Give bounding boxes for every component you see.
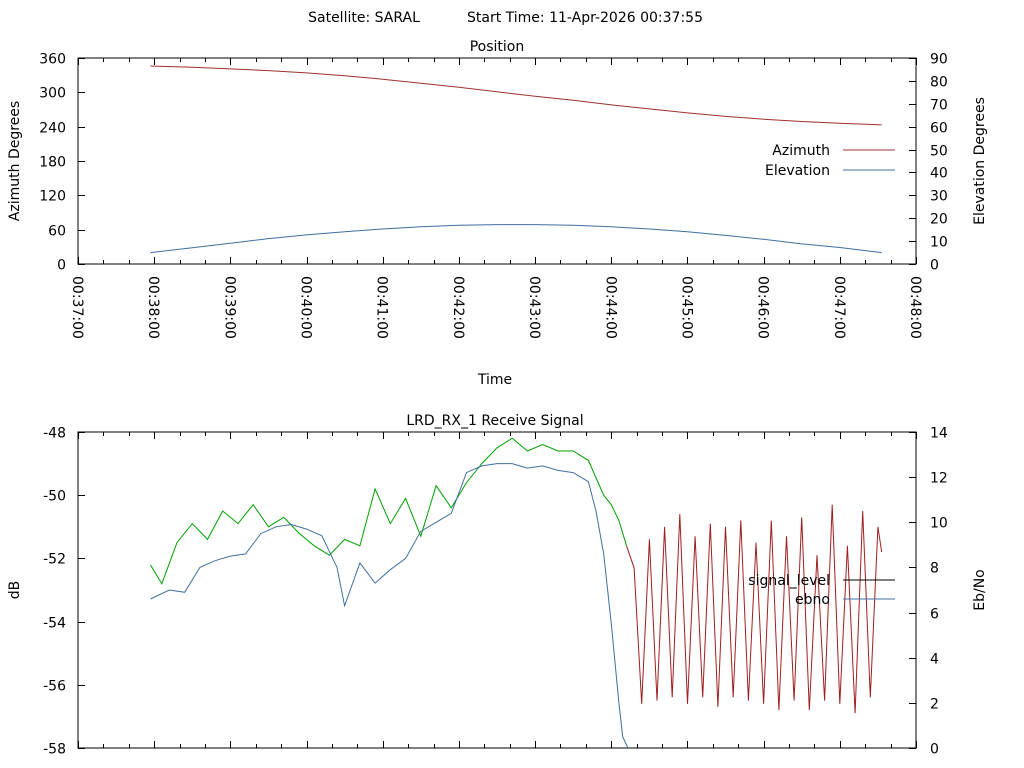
signal-legend: signal_level ebno xyxy=(748,573,895,608)
series-line-signal_level-locked xyxy=(149,437,627,585)
position-y2-tick-label: 70 xyxy=(930,98,948,114)
position-x-axis-label: Time xyxy=(477,372,512,388)
signal-y-tick-label: -58 xyxy=(43,742,66,758)
x-tick-label: 00:39:00 xyxy=(221,276,237,339)
position-y-tick-label: 300 xyxy=(39,86,66,102)
position-y-tick-label: 180 xyxy=(39,155,66,171)
position-y-tick-label: 60 xyxy=(48,224,66,240)
x-tick-label: 00:47:00 xyxy=(831,276,847,339)
satellite-label: Satellite: SARAL xyxy=(308,10,420,26)
x-tick-label: 00:40:00 xyxy=(298,276,314,339)
x-tick-label: 00:38:00 xyxy=(145,276,161,339)
position-chart-title: Position xyxy=(470,39,525,55)
receive-signal-chart: LRD_RX_1 Receive Signal dB Eb/No -48 -50 -… xyxy=(7,413,988,758)
position-legend: Azimuth Elevation xyxy=(765,143,895,179)
series-line-elevation xyxy=(150,224,882,254)
position-y2-tick-label: 40 xyxy=(930,166,948,182)
signal-y-tick-label: -50 xyxy=(43,489,66,505)
legend-label-ebno: ebno xyxy=(795,592,830,608)
position-y2-tick-label: 20 xyxy=(930,212,948,228)
x-tick-label: 00:48:00 xyxy=(907,276,923,339)
signal-y-axis-label: dB xyxy=(7,581,23,600)
position-y2-tick-label: 30 xyxy=(930,189,948,205)
series-line-ebno xyxy=(150,463,629,749)
signal-y2-tick-label: 4 xyxy=(930,652,939,668)
legend-label-azimuth: Azimuth xyxy=(772,143,830,159)
x-tick-label: 00:43:00 xyxy=(526,276,542,339)
signal-y-tick-label: -52 xyxy=(43,552,66,568)
position-y2-axis-label: Elevation Degrees xyxy=(972,97,988,225)
position-y-tick-label: 120 xyxy=(39,189,66,205)
series-line-azimuth xyxy=(150,65,882,126)
legend-label-elevation: Elevation xyxy=(765,163,830,179)
position-y2-tick-label: 80 xyxy=(930,75,948,91)
signal-y-tick-label: -48 xyxy=(43,426,66,442)
signal-plot-frame xyxy=(77,431,917,749)
position-y-axis-label: Azimuth Degrees xyxy=(7,101,23,221)
position-y2-tick-label: 90 xyxy=(930,52,948,68)
legend-label-signal-level: signal_level xyxy=(748,573,830,589)
position-plot-frame xyxy=(77,57,917,265)
signal-y2-tick-label: 0 xyxy=(930,742,939,758)
x-tick-label: 00:46:00 xyxy=(755,276,771,339)
series-line-signal_level-unlocked xyxy=(626,504,883,714)
x-tick-label: 00:37:00 xyxy=(69,276,85,339)
signal-y-tick-label: -56 xyxy=(43,679,66,695)
start-time-label: Start Time: 11-Apr-2026 00:37:55 xyxy=(467,10,703,26)
signal-y2-tick-label: 14 xyxy=(930,426,948,442)
signal-y2-tick-label: 2 xyxy=(930,697,939,713)
position-chart: Position Time Azimuth Degrees Elevation … xyxy=(7,39,988,388)
signal-y-tick-label: -54 xyxy=(43,616,66,632)
x-tick-label: 00:45:00 xyxy=(678,276,694,339)
position-y2-tick-label: 50 xyxy=(930,144,948,160)
position-y2-tick-label: 60 xyxy=(930,121,948,137)
signal-y2-tick-label: 12 xyxy=(930,471,948,487)
position-y2-tick-label: 0 xyxy=(930,258,939,274)
position-y-tick-label: 360 xyxy=(39,52,66,68)
signal-chart-title: LRD_RX_1 Receive Signal xyxy=(406,413,583,429)
signal-y2-tick-label: 8 xyxy=(930,561,939,577)
position-y-tick-label: 0 xyxy=(57,258,66,274)
signal-y2-tick-label: 10 xyxy=(930,516,948,532)
position-y2-tick-label: 10 xyxy=(930,235,948,251)
x-tick-label: 00:41:00 xyxy=(374,276,390,339)
signal-y2-axis-label: Eb/No xyxy=(972,569,988,611)
x-tick-label: 00:42:00 xyxy=(450,276,466,339)
signal-y2-tick-label: 6 xyxy=(930,607,939,623)
position-y-tick-label: 240 xyxy=(39,121,66,137)
x-tick-label: 00:44:00 xyxy=(602,276,618,339)
